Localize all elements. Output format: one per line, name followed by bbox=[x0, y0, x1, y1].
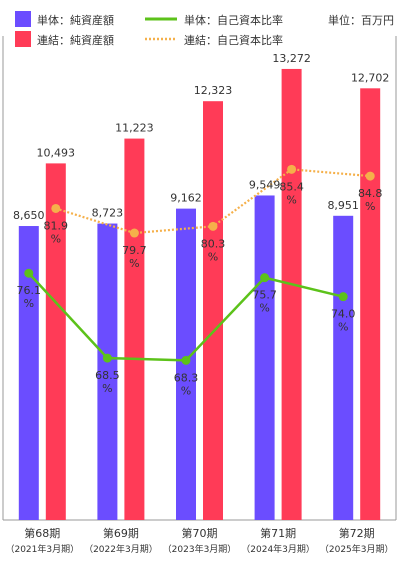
single-equity-ratio-percent-sign: % bbox=[259, 302, 269, 315]
consolidated-equity-ratio-percent-sign: % bbox=[129, 257, 139, 270]
single-equity-ratio-value-label: 68.5 bbox=[95, 369, 120, 382]
x-tick-date-label: （2025年3月期） bbox=[320, 543, 394, 555]
consolidated-net-assets-value-label: 10,493 bbox=[37, 146, 76, 159]
single-net-assets-value-label: 9,549 bbox=[249, 178, 281, 191]
consolidated-net-assets-value-label: 12,702 bbox=[351, 71, 390, 84]
consolidated-equity-ratio-percent-sign: % bbox=[51, 232, 61, 245]
single-equity-ratio-value-label: 74.0 bbox=[331, 308, 356, 321]
single-net-assets-bar bbox=[254, 195, 275, 520]
unit-label: 単位：百万円 bbox=[328, 13, 394, 27]
single-equity-ratio-value-label: 76.1 bbox=[17, 284, 42, 297]
single-net-assets-bar bbox=[18, 226, 39, 520]
consolidated-equity-ratio-value-label: 79.7 bbox=[122, 244, 147, 257]
legend-label-consolidated-net-assets: 連結：純資産額 bbox=[37, 33, 114, 47]
legend-swatch-single-net-assets bbox=[15, 11, 31, 27]
x-tick-term-label: 第68期 bbox=[24, 526, 60, 540]
single-equity-ratio-value-label: 68.3 bbox=[174, 371, 199, 384]
x-tick-term-label: 第72期 bbox=[339, 526, 375, 540]
single-equity-ratio-marker bbox=[102, 353, 112, 363]
single-equity-ratio-marker bbox=[181, 355, 191, 365]
x-tick-date-label: （2022年3月期） bbox=[84, 543, 158, 555]
x-tick-date-label: （2023年3月期） bbox=[163, 543, 237, 555]
consolidated-equity-ratio-marker bbox=[208, 221, 218, 231]
consolidated-equity-ratio-marker bbox=[129, 228, 139, 238]
consolidated-net-assets-value-label: 13,272 bbox=[272, 52, 311, 65]
single-net-assets-value-label: 9,162 bbox=[170, 192, 202, 205]
consolidated-net-assets-bar bbox=[360, 88, 381, 520]
consolidated-equity-ratio-marker bbox=[51, 203, 61, 213]
single-net-assets-value-label: 8,723 bbox=[92, 207, 124, 220]
single-equity-ratio-value-label: 75.7 bbox=[252, 289, 277, 302]
consolidated-net-assets-bar bbox=[281, 68, 302, 521]
single-net-assets-value-label: 8,650 bbox=[13, 209, 45, 222]
consolidated-equity-ratio-value-label: 84.8 bbox=[358, 187, 383, 200]
legend: 単体：純資産額 連結：純資産額 単体：自己資本比率 連結：自己資本比率 単位：百… bbox=[15, 11, 394, 47]
single-net-assets-bar bbox=[333, 215, 354, 521]
single-net-assets-bar bbox=[97, 223, 118, 520]
x-tick-term-label: 第69期 bbox=[103, 526, 139, 540]
consolidated-equity-ratio-value-label: 85.4 bbox=[279, 180, 304, 193]
legend-swatch-consolidated-net-assets bbox=[15, 31, 31, 47]
consolidated-equity-ratio-percent-sign: % bbox=[208, 250, 218, 263]
single-net-assets-value-label: 8,951 bbox=[327, 199, 359, 212]
consolidated-net-assets-bar bbox=[203, 101, 223, 520]
legend-label-single-equity-ratio: 単体：自己資本比率 bbox=[184, 13, 283, 27]
single-equity-ratio-percent-sign: % bbox=[181, 384, 191, 397]
consolidated-net-assets-value-label: 12,323 bbox=[194, 84, 233, 97]
legend-label-single-net-assets: 単体：純資産額 bbox=[37, 13, 114, 27]
x-tick-date-label: （2021年3月期） bbox=[5, 543, 79, 555]
consolidated-equity-ratio-value-label: 80.3 bbox=[201, 237, 226, 250]
consolidated-equity-ratio-percent-sign: % bbox=[286, 193, 296, 206]
consolidated-equity-ratio-marker bbox=[365, 171, 375, 181]
x-tick-term-label: 第70期 bbox=[182, 526, 218, 540]
single-equity-ratio-marker bbox=[24, 268, 34, 278]
consolidated-equity-ratio-value-label: 81.9 bbox=[44, 219, 69, 232]
single-equity-ratio-marker bbox=[338, 292, 348, 302]
consolidated-equity-ratio-marker bbox=[287, 164, 297, 174]
x-tick-term-label: 第71期 bbox=[260, 526, 296, 540]
legend-label-consolidated-equity-ratio: 連結：自己資本比率 bbox=[184, 33, 283, 47]
consolidated-net-assets-bar bbox=[124, 138, 145, 520]
single-equity-ratio-percent-sign: % bbox=[102, 382, 112, 395]
consolidated-net-assets-value-label: 11,223 bbox=[115, 122, 154, 135]
single-equity-ratio-marker bbox=[260, 273, 270, 283]
single-equity-ratio-percent-sign: % bbox=[24, 297, 34, 310]
consolidated-net-assets-bar bbox=[45, 163, 66, 520]
single-equity-ratio-percent-sign: % bbox=[338, 321, 348, 334]
x-tick-date-label: （2024年3月期） bbox=[241, 543, 315, 555]
consolidated-equity-ratio-percent-sign: % bbox=[365, 200, 375, 213]
